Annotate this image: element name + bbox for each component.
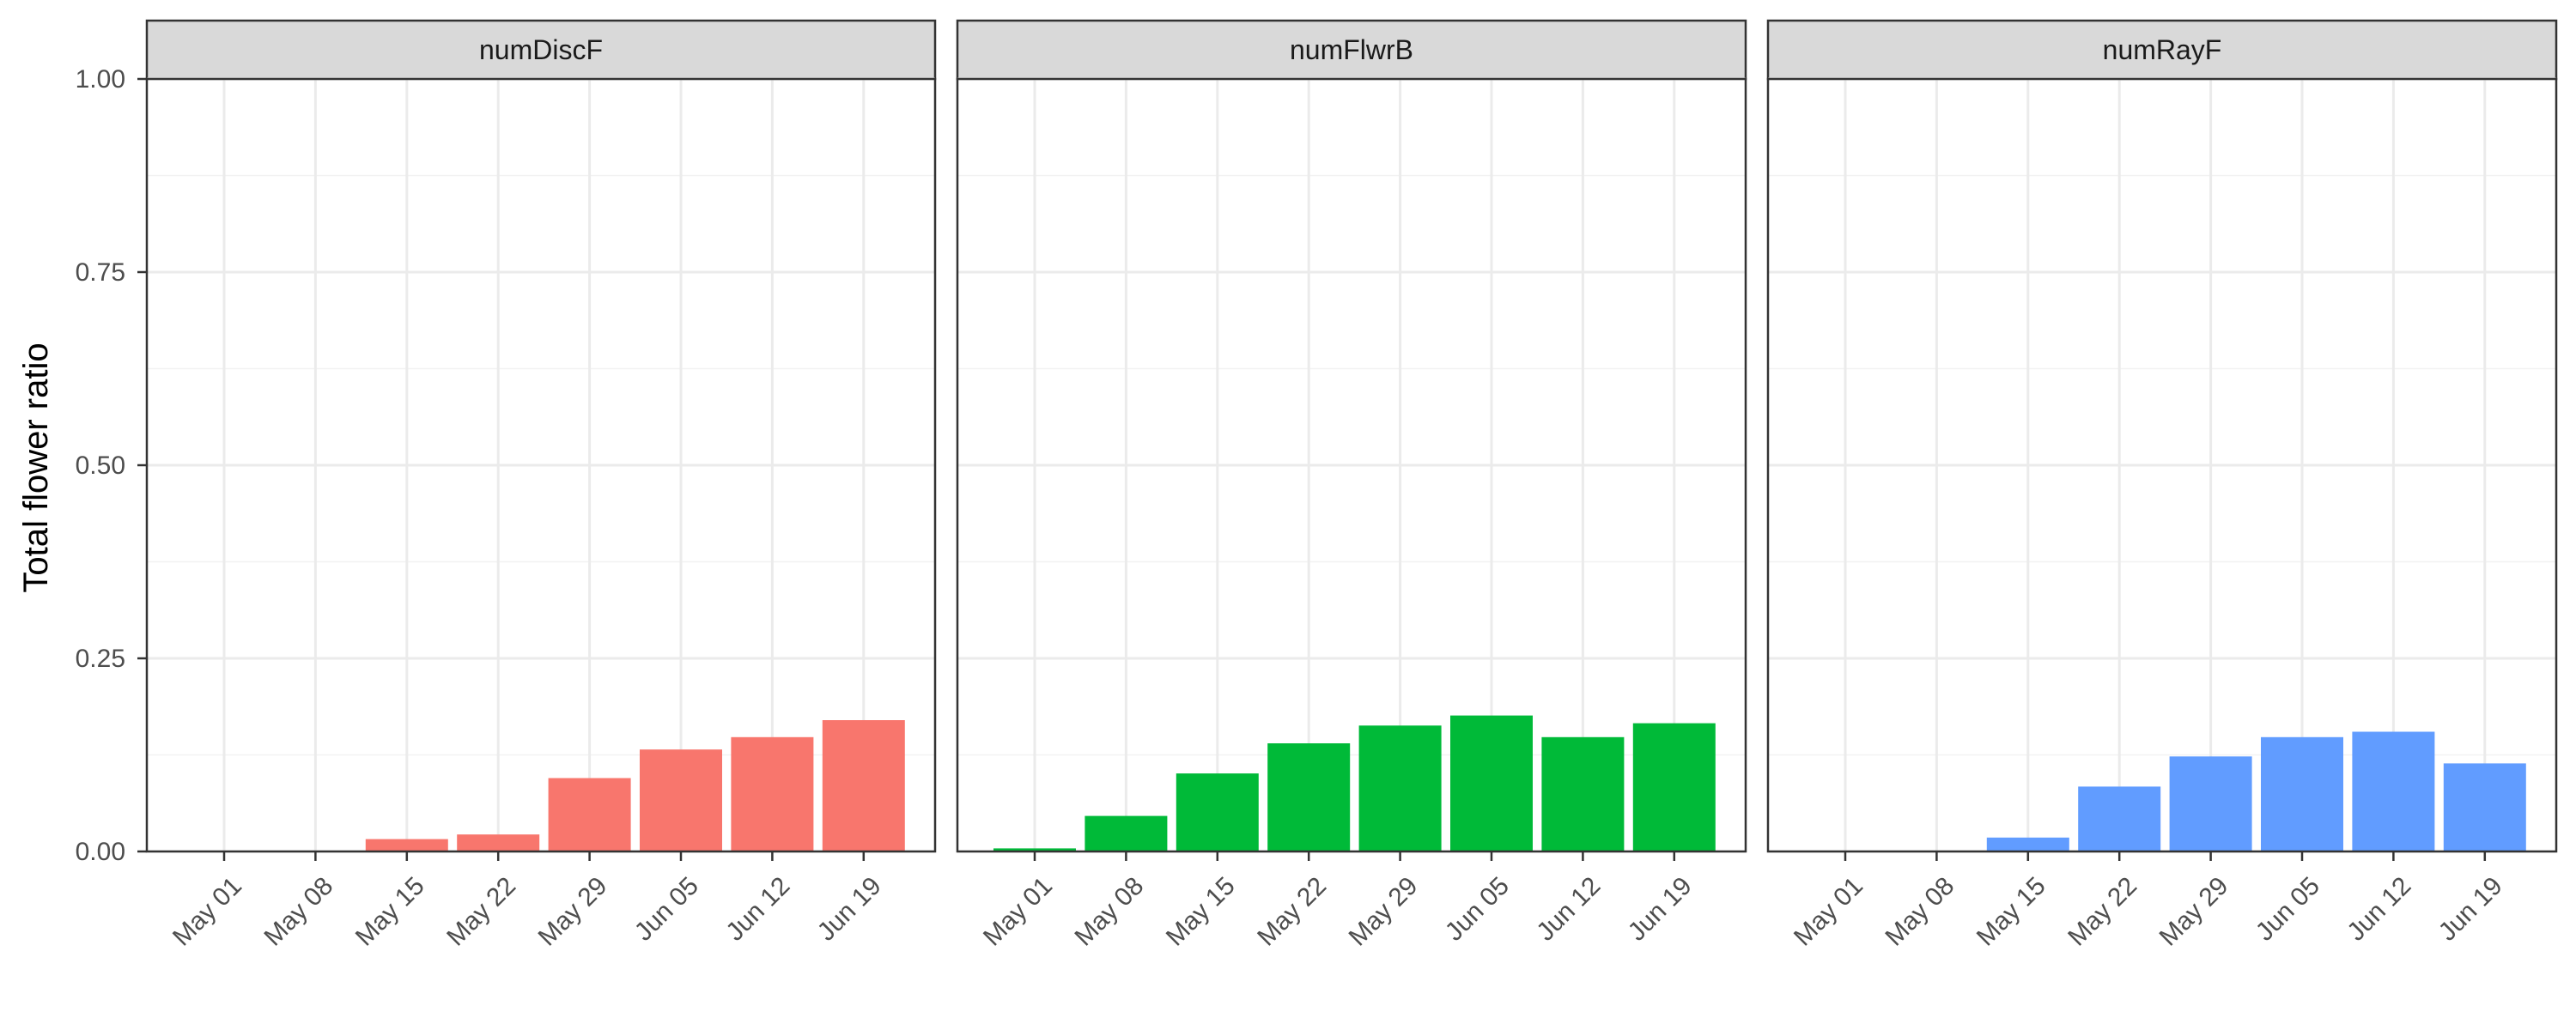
x-tick-label: Jun 19 <box>2433 872 2508 947</box>
facet-strip-label: numFlwrB <box>1290 34 1413 65</box>
bar-numFlwrB-may-22 <box>1267 743 1351 851</box>
x-tick-label: Jun 19 <box>1623 872 1698 947</box>
x-tick-label: May 15 <box>1971 872 2051 952</box>
x-tick-label: Jun 19 <box>812 872 887 947</box>
bar-numRayF-jun-12 <box>2352 731 2435 851</box>
bar-numFlwrB-may-08 <box>1084 815 1168 851</box>
bar-numDiscF-jun-12 <box>731 736 814 851</box>
facet-strip-label: numRayF <box>2103 34 2222 65</box>
x-tick-label: May 01 <box>1789 872 1868 952</box>
x-tick-label: Jun 05 <box>2251 872 2325 947</box>
panel-border <box>145 77 937 853</box>
x-tick-label: May 08 <box>1880 872 1959 952</box>
bar-numDiscF-jun-05 <box>640 749 722 851</box>
x-tick-label: May 29 <box>1344 872 1424 952</box>
x-tick-label: Jun 05 <box>629 872 704 947</box>
y-tick-label: 1.00 <box>76 65 125 94</box>
bar-numDiscF-jun-19 <box>822 720 905 851</box>
panel-border <box>956 77 1747 853</box>
bar-numRayF-may-22 <box>2078 786 2161 851</box>
bar-numDiscF-may-29 <box>548 778 631 851</box>
bar-numFlwrB-jun-12 <box>1541 736 1625 851</box>
x-tick-label: Jun 12 <box>1531 872 1606 947</box>
x-tick-label: Jun 05 <box>1440 872 1515 947</box>
y-tick-label: 0.00 <box>76 838 125 866</box>
facet-strip-label: numDiscF <box>479 34 603 65</box>
bar-numFlwrB-may-15 <box>1176 773 1259 851</box>
x-tick-label: May 01 <box>167 872 247 952</box>
facet-strip <box>145 19 937 81</box>
panel-border <box>1766 77 2558 853</box>
x-tick-label: May 29 <box>2154 872 2234 952</box>
x-tick-label: Jun 12 <box>720 872 795 947</box>
bar-numRayF-may-15 <box>1986 837 2069 851</box>
bar-numRayF-may-29 <box>2169 756 2252 851</box>
bar-numFlwrB-may-01 <box>993 848 1076 851</box>
x-tick-label: May 15 <box>350 872 430 952</box>
x-tick-label: Jun 12 <box>2342 872 2416 947</box>
x-tick-label: May 22 <box>2063 872 2142 952</box>
x-tick-label: May 22 <box>441 872 521 952</box>
x-tick-label: May 29 <box>533 872 613 952</box>
y-tick-label: 0.25 <box>76 645 125 673</box>
y-tick-label: 0.75 <box>76 258 125 287</box>
x-tick-label: May 08 <box>258 872 338 952</box>
x-tick-label: May 08 <box>1069 872 1149 952</box>
facet-strip <box>956 19 1747 81</box>
bar-numRayF-jun-19 <box>2443 763 2526 851</box>
x-tick-label: May 22 <box>1252 872 1332 952</box>
bar-numDiscF-may-15 <box>365 839 448 851</box>
y-tick-label: 0.50 <box>76 451 125 480</box>
x-tick-label: May 01 <box>978 872 1058 952</box>
y-axis-label: Total flower ratio <box>17 342 55 592</box>
y-axis: 0.00 0.25 0.50 0.75 1.00 <box>76 65 147 866</box>
bar-numDiscF-may-22 <box>457 834 540 851</box>
x-tick-label: May 15 <box>1161 872 1241 952</box>
bar-numFlwrB-jun-05 <box>1450 715 1533 851</box>
bar-numFlwrB-jun-19 <box>1632 723 1716 851</box>
bar-numFlwrB-may-29 <box>1358 725 1442 851</box>
bar-numRayF-jun-05 <box>2261 736 2343 851</box>
